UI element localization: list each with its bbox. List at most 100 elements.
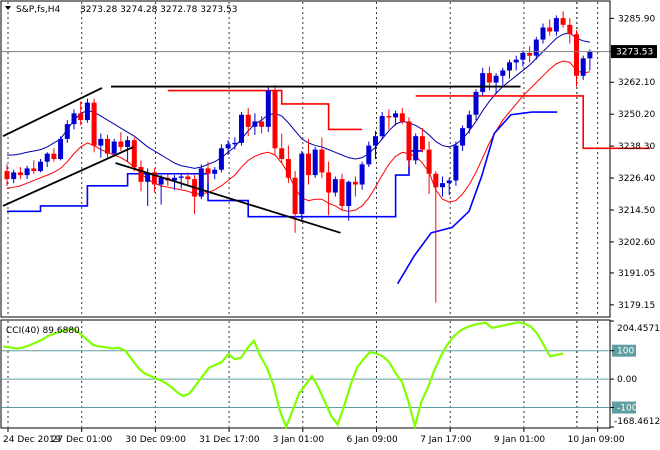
candle-body xyxy=(265,90,271,127)
candle-body xyxy=(419,136,425,150)
price-tick-label: 3250.20 xyxy=(618,110,655,120)
candle-body xyxy=(406,121,412,161)
candle-body xyxy=(279,148,285,159)
candle-body xyxy=(446,180,452,184)
current-price-label: 3273.53 xyxy=(616,48,653,58)
ohlc-label: 3273.28 3274.28 3272.78 3273.53 xyxy=(80,5,237,15)
candle-body xyxy=(379,116,385,137)
candle-body xyxy=(44,153,50,162)
candle-body xyxy=(252,121,258,127)
cci-series xyxy=(2,321,564,431)
cci-level-badge xyxy=(612,401,636,414)
candles xyxy=(4,11,593,303)
cci-level-badge xyxy=(612,344,636,357)
price-tick-label: 3285.90 xyxy=(618,14,655,24)
candle-body xyxy=(285,159,291,178)
candle-body xyxy=(178,176,184,178)
candle-body xyxy=(24,168,30,176)
candle-body xyxy=(218,148,224,170)
candle-body xyxy=(145,172,151,182)
candle-body xyxy=(239,114,244,143)
candle-body xyxy=(131,140,137,168)
red-step-line-right xyxy=(415,95,651,150)
candle-body xyxy=(17,172,23,176)
symbol-label: S&P,fs,H4 xyxy=(16,5,61,15)
candle-body xyxy=(198,168,204,197)
candle-body xyxy=(11,172,17,180)
time-tick-label: 24 Dec 2019 xyxy=(3,435,61,445)
upper-band-line xyxy=(7,32,590,169)
trendline xyxy=(2,87,103,137)
price-tick-label: 3226.40 xyxy=(618,174,655,184)
candle-body xyxy=(259,121,265,127)
price-tick-label: 3191.05 xyxy=(618,269,655,279)
time-tick-label: 9 Jan 01:00 xyxy=(494,435,546,445)
candle-body xyxy=(413,136,419,161)
candle-body xyxy=(172,177,177,181)
candle-body xyxy=(473,91,479,115)
candle-body xyxy=(326,172,332,193)
cci-tick-label: 204.4571 xyxy=(617,324,660,334)
candle-body xyxy=(567,24,573,35)
candle-body xyxy=(513,59,519,63)
cci-label: CCI(40) 89.6880 xyxy=(6,326,80,336)
cci-tick-label: 100 xyxy=(617,347,634,357)
candle-body xyxy=(587,51,593,59)
candle-body xyxy=(580,58,586,76)
trendline xyxy=(2,146,134,207)
candle-body xyxy=(232,142,238,145)
cci-line xyxy=(2,321,564,431)
candle-body xyxy=(547,27,553,32)
price-tick-label: 3214.50 xyxy=(618,206,655,216)
candle-body xyxy=(500,70,506,76)
candle-body xyxy=(440,183,445,188)
time-tick-label: 10 Jan 09:00 xyxy=(568,435,625,445)
candle-body xyxy=(493,75,499,83)
candle-body xyxy=(560,18,566,25)
candle-body xyxy=(527,52,533,56)
candle-body xyxy=(299,153,305,215)
candle-body xyxy=(359,164,365,185)
candle-body xyxy=(91,102,97,146)
price-tick-label: 3262.10 xyxy=(618,78,655,88)
candle-body xyxy=(98,138,104,146)
cci-panel-frame xyxy=(0,319,611,429)
time-tick-label: 3 Jan 01:00 xyxy=(273,435,325,445)
time-tick-label: 30 Dec 09:00 xyxy=(125,435,186,445)
candle-body xyxy=(158,177,164,185)
candle-body xyxy=(373,136,378,146)
candle-body xyxy=(71,113,77,125)
candle-body xyxy=(245,114,251,127)
candle-body xyxy=(553,18,559,32)
candle-body xyxy=(426,149,432,174)
time-tick-label: 27 Dec 01:00 xyxy=(52,435,113,445)
blue-step-line xyxy=(7,150,423,218)
trendlines xyxy=(2,85,521,234)
candle-body xyxy=(38,161,43,172)
price-panel-frame xyxy=(0,0,611,318)
candle-body xyxy=(460,128,466,146)
cci-axis: 204.4571 100 0.00 -100 -168.4612 xyxy=(610,320,660,428)
candle-body xyxy=(312,149,318,176)
time-tick-label: 6 Jan 09:00 xyxy=(347,435,399,445)
candle-body xyxy=(486,73,492,83)
candle-body xyxy=(205,168,211,174)
candle-body xyxy=(366,145,372,165)
red-step-line-left xyxy=(167,89,363,131)
candle-body xyxy=(78,113,84,121)
candle-body xyxy=(346,181,352,206)
blue-rising-line xyxy=(396,111,558,285)
candle-body xyxy=(520,52,526,60)
cci-level-lines xyxy=(2,350,610,409)
candle-body xyxy=(480,73,486,92)
candle-body xyxy=(151,172,157,185)
dropdown-triangle-icon[interactable] xyxy=(5,6,11,10)
current-price-badge: 3273.53 xyxy=(611,45,657,59)
vertical-grid xyxy=(7,2,599,427)
candle-body xyxy=(399,113,405,122)
candle-body xyxy=(51,153,57,159)
trendline xyxy=(115,162,341,234)
candle-body xyxy=(125,140,131,147)
